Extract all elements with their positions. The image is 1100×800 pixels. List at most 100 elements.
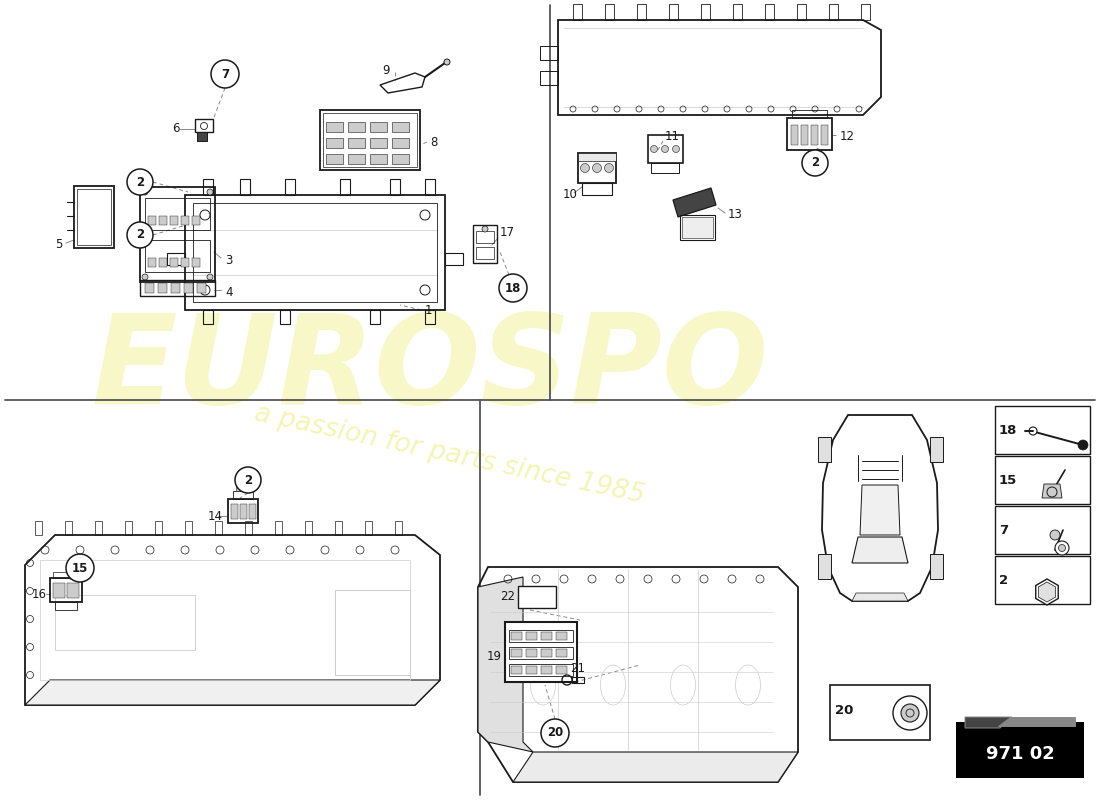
Bar [637, 4, 646, 20]
Text: 7: 7 [999, 523, 1008, 537]
Polygon shape [852, 537, 907, 563]
Circle shape [661, 146, 669, 153]
Bar [184, 283, 192, 293]
Bar [392, 154, 409, 164]
Bar [390, 179, 400, 195]
Bar [323, 113, 417, 167]
Bar [425, 179, 435, 195]
Text: 1: 1 [425, 303, 432, 317]
Text: 10: 10 [563, 187, 578, 201]
Bar [280, 310, 290, 324]
Text: 20: 20 [547, 726, 563, 739]
Text: 2: 2 [136, 229, 144, 242]
Bar [526, 666, 537, 674]
Polygon shape [1036, 579, 1058, 605]
Bar [192, 258, 200, 267]
Text: 20: 20 [835, 703, 854, 717]
Bar [185, 195, 446, 310]
Text: 2: 2 [244, 474, 252, 486]
Bar [236, 486, 250, 491]
Text: 11: 11 [666, 130, 680, 143]
Bar [392, 122, 409, 132]
Bar [526, 632, 537, 640]
Bar [155, 521, 162, 535]
Circle shape [211, 60, 239, 88]
Bar [509, 647, 573, 659]
Bar [204, 310, 213, 324]
Bar [249, 504, 256, 519]
Bar [245, 521, 252, 535]
Bar [370, 138, 387, 148]
Bar [578, 153, 616, 161]
Bar [512, 666, 522, 674]
Circle shape [605, 163, 614, 173]
Circle shape [1058, 545, 1066, 551]
Bar [476, 231, 494, 243]
Text: 2: 2 [999, 574, 1008, 586]
Bar [320, 110, 420, 170]
Bar [791, 125, 798, 145]
Bar [192, 203, 437, 302]
Bar [680, 215, 715, 240]
Bar [204, 179, 213, 195]
Bar [829, 4, 838, 20]
Bar [275, 521, 282, 535]
Bar [348, 138, 365, 148]
Bar [195, 119, 213, 132]
Text: 2: 2 [811, 157, 819, 170]
Bar [50, 578, 82, 602]
Text: a passion for parts since 1985: a passion for parts since 1985 [253, 401, 648, 509]
Circle shape [1055, 541, 1069, 555]
Bar [285, 179, 295, 195]
Text: EUROSPO: EUROSPO [91, 310, 769, 430]
Text: 971 02: 971 02 [986, 745, 1055, 763]
Text: 18: 18 [999, 423, 1018, 437]
Bar [392, 138, 409, 148]
Bar [764, 4, 774, 20]
Bar [830, 685, 930, 740]
Bar [336, 590, 410, 675]
Bar [170, 216, 178, 225]
Bar [305, 521, 312, 535]
Bar [67, 583, 79, 598]
Bar [605, 4, 614, 20]
Bar [669, 4, 678, 20]
Bar [370, 154, 387, 164]
Bar [541, 666, 552, 674]
Bar [541, 632, 552, 640]
Circle shape [126, 169, 153, 195]
Text: 18: 18 [505, 282, 521, 294]
Bar [798, 4, 806, 20]
Bar [158, 283, 167, 293]
Bar [573, 4, 582, 20]
Bar [518, 586, 556, 608]
Bar [340, 179, 350, 195]
Polygon shape [25, 680, 440, 705]
Bar [336, 521, 342, 535]
Bar [326, 138, 343, 148]
Bar [395, 521, 402, 535]
Bar [476, 247, 494, 259]
Bar [818, 437, 830, 462]
Polygon shape [1042, 484, 1062, 498]
Text: 15: 15 [72, 562, 88, 574]
Polygon shape [852, 593, 907, 601]
Bar [65, 521, 72, 535]
Bar [240, 179, 250, 195]
Bar [160, 216, 167, 225]
Bar [145, 240, 210, 272]
Bar [140, 280, 214, 296]
Circle shape [235, 467, 261, 493]
Bar [95, 521, 102, 535]
Circle shape [444, 59, 450, 65]
Circle shape [499, 274, 527, 302]
Circle shape [893, 696, 927, 730]
Text: 5: 5 [55, 238, 63, 251]
Circle shape [593, 163, 602, 173]
Bar [214, 521, 222, 535]
Bar [578, 153, 616, 183]
Bar [140, 187, 214, 282]
Bar [160, 258, 167, 267]
Bar [792, 110, 827, 118]
Text: 16: 16 [32, 589, 47, 602]
